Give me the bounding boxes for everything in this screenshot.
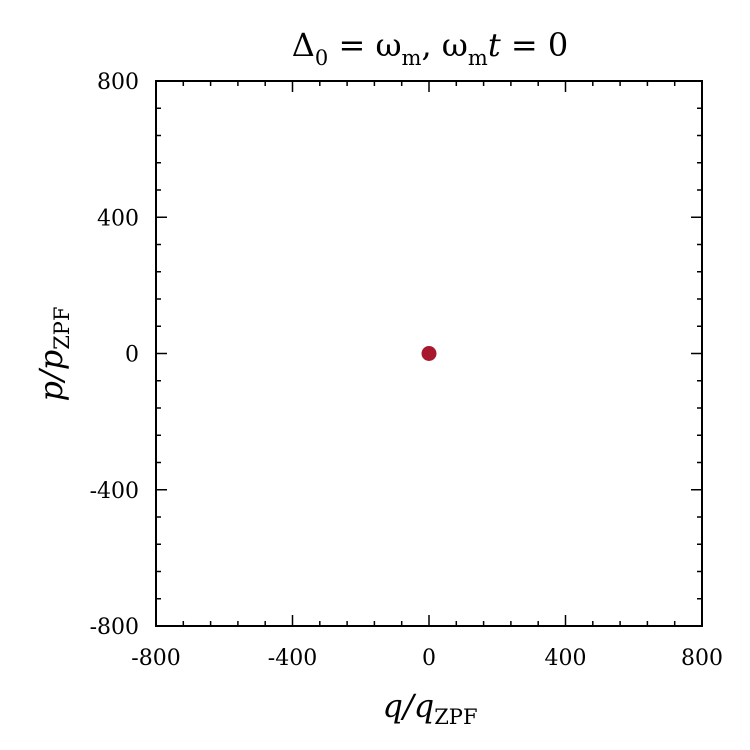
x-tick-label: 800	[681, 646, 723, 671]
y-tick-label: -800	[90, 615, 139, 640]
x-tick-label: -400	[268, 646, 317, 671]
tick-labels: -800 -400 0 400 800 -800 -400 0 400 800	[90, 70, 723, 671]
x-axis-label: q/qZPF	[382, 687, 477, 729]
x-tick-label: 400	[545, 646, 587, 671]
y-tick-label: 400	[97, 206, 139, 231]
data-points	[421, 346, 437, 361]
x-tick-label: -800	[131, 646, 180, 671]
y-tick-label: -400	[90, 479, 139, 504]
chart-title: Δ0 = ωm, ωmt = 0	[292, 26, 568, 70]
plot-frame	[155, 80, 703, 627]
data-point	[421, 346, 437, 361]
x-tick-label: 0	[422, 646, 436, 671]
y-tick-label: 800	[97, 70, 139, 95]
y-tick-label: 0	[125, 343, 139, 368]
y-axis-label: p/pZPF	[32, 306, 74, 401]
